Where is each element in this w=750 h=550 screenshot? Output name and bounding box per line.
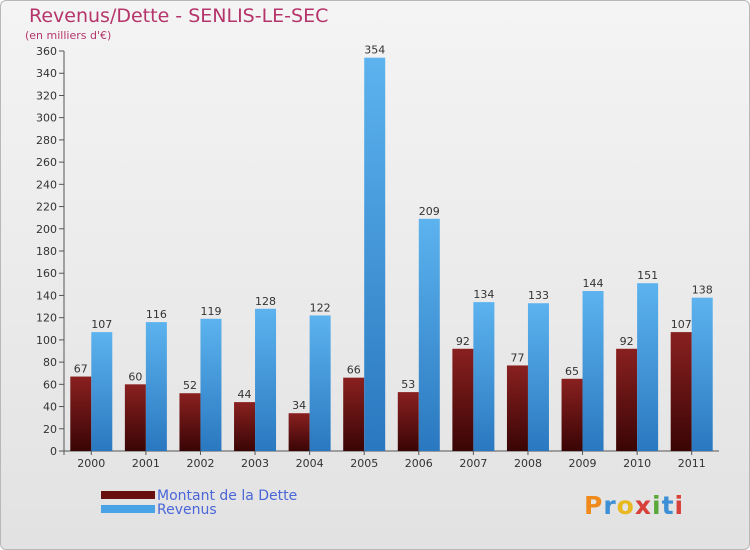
data-label-revenus: 119 (200, 305, 221, 318)
y-tick-label: 180 (36, 245, 57, 258)
bar-debt (670, 332, 692, 451)
y-tick-label: 240 (36, 178, 57, 191)
chart-axes: 0 20 40 60 80 100 120 140 160 180 200 220 240 260 280 3… (36, 45, 719, 470)
y-tick-label: 80 (43, 356, 57, 369)
x-tick-label: 2010 (623, 457, 651, 470)
bar-debt (70, 376, 92, 451)
x-tick-label: 2005 (350, 457, 378, 470)
legend-swatch-debt (101, 491, 155, 499)
y-tick-label: 260 (36, 156, 57, 169)
legend-label-debt: Montant de la Dette (157, 488, 298, 504)
bar-revenus (145, 322, 167, 451)
bar-debt (234, 402, 256, 451)
bar-debt (124, 384, 146, 451)
data-label-revenus: 128 (255, 295, 276, 308)
x-tick-label: 2002 (186, 457, 214, 470)
data-label-debt: 107 (671, 318, 692, 331)
x-tick-label: 2007 (459, 457, 487, 470)
chart-bars (70, 57, 713, 452)
logo-letter: i (674, 491, 685, 520)
x-tick-label: 2003 (241, 457, 269, 470)
logo-letter: i (652, 491, 662, 520)
x-tick-label: 2004 (296, 457, 324, 470)
data-label-revenus: 144 (583, 277, 604, 290)
data-label-revenus: 122 (310, 301, 331, 314)
y-tick-label: 220 (36, 201, 57, 214)
y-tick-label: 320 (36, 89, 57, 102)
x-tick-label: 2009 (569, 457, 597, 470)
bar-revenus (364, 57, 386, 452)
bar-debt (397, 392, 419, 451)
data-label-debt: 34 (292, 399, 306, 412)
bar-revenus (527, 303, 549, 451)
data-label-revenus: 116 (146, 308, 167, 321)
bar-revenus (200, 318, 222, 451)
data-label-debt: 44 (238, 388, 252, 401)
data-label-debt: 67 (74, 363, 88, 376)
bar-debt (616, 348, 638, 451)
data-label-revenus: 107 (91, 318, 112, 331)
y-tick-label: 300 (36, 112, 57, 125)
data-label-debt: 52 (183, 379, 197, 392)
data-label-debt: 92 (620, 335, 634, 348)
bar-revenus (309, 315, 331, 451)
x-tick-label: 2001 (132, 457, 160, 470)
logo-letter: P (584, 491, 604, 520)
bar-debt (343, 377, 365, 451)
x-tick-label: 2008 (514, 457, 542, 470)
data-label-revenus: 354 (364, 44, 385, 57)
y-tick-label: 0 (50, 445, 57, 458)
data-label-debt: 77 (510, 351, 524, 364)
y-tick-label: 200 (36, 223, 57, 236)
logo-letter: r (603, 491, 617, 520)
y-tick-label: 160 (36, 267, 57, 280)
y-tick-label: 280 (36, 134, 57, 147)
data-label-debt: 60 (128, 370, 142, 383)
y-tick-label: 340 (36, 67, 57, 80)
bar-revenus (637, 283, 659, 451)
bar-revenus (255, 308, 277, 451)
x-tick-label: 2006 (405, 457, 433, 470)
y-tick-label: 140 (36, 289, 57, 302)
data-label-revenus: 138 (692, 284, 713, 297)
bar-debt (506, 365, 528, 451)
bar-revenus (473, 302, 495, 451)
bar-revenus (691, 297, 713, 451)
logo-letter: t (661, 491, 675, 520)
legend-label-revenus: Revenus (157, 502, 217, 518)
data-label-debt: 66 (347, 364, 361, 377)
bar-debt (288, 413, 310, 451)
bar-revenus (418, 218, 440, 451)
x-tick-label: 2011 (678, 457, 706, 470)
x-tick-label: 2000 (77, 457, 105, 470)
data-label-revenus: 209 (419, 205, 440, 218)
y-tick-label: 120 (36, 312, 57, 325)
chart-data-labels: 67 107 60 116 52 119 44 128 34 122 66 354 53 209 92 134… (74, 44, 713, 413)
data-label-debt: 92 (456, 335, 470, 348)
data-label-debt: 53 (401, 378, 415, 391)
bar-revenus (582, 291, 604, 451)
logo-letter: x (634, 491, 652, 520)
y-tick-label: 40 (43, 401, 57, 414)
bar-debt (561, 378, 583, 451)
proxiti-logo: Proxiti (584, 491, 684, 520)
bar-debt (179, 393, 201, 451)
y-tick-label: 60 (43, 378, 57, 391)
data-label-revenus: 134 (473, 288, 494, 301)
bar-debt (452, 348, 474, 451)
data-label-revenus: 151 (637, 269, 658, 282)
data-label-debt: 65 (565, 365, 579, 378)
chart-title: Revenus/Dette - SENLIS-LE-SEC (29, 5, 329, 27)
chart-subtitle: (en milliers d'€) (25, 29, 112, 42)
bar-revenus (91, 332, 113, 451)
y-tick-label: 20 (43, 423, 57, 436)
y-tick-label: 360 (36, 45, 57, 58)
y-tick-label: 100 (36, 334, 57, 347)
legend-swatch-revenus (101, 505, 155, 513)
data-label-revenus: 133 (528, 289, 549, 302)
logo-letter: o (616, 491, 635, 520)
